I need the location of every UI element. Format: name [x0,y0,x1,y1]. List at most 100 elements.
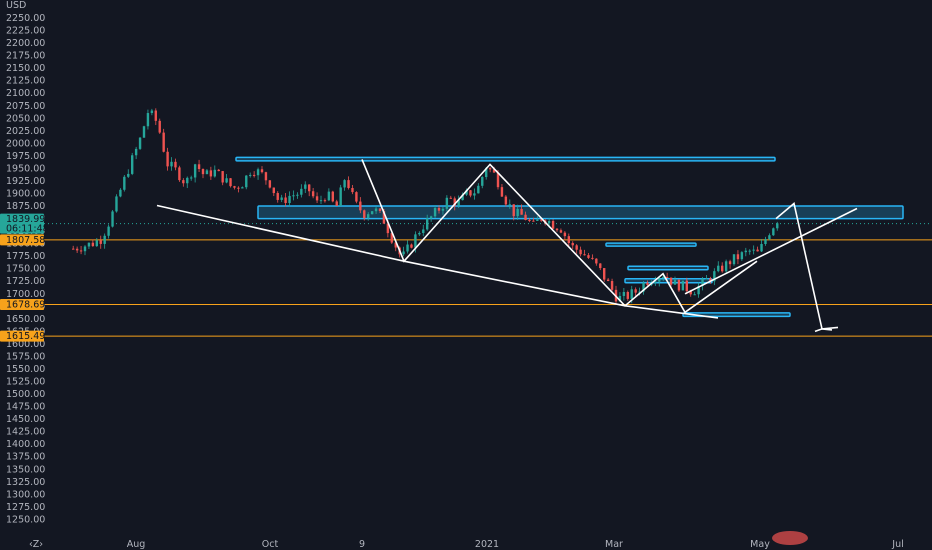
y-tick-label: 1575.00 [6,352,45,363]
candle-body [422,229,425,234]
candle-body [83,246,87,252]
y-tick-label: 1375.00 [6,452,45,463]
candle-body [622,292,626,296]
candle-body [335,201,338,206]
candle-body [516,208,519,217]
candle-body [91,242,95,247]
y-tick-label: 1400.00 [6,439,45,450]
candle-body [363,210,366,219]
candle-body [618,295,622,302]
y-tick-label: 2075.00 [6,101,45,112]
trend-drawing[interactable] [361,159,758,314]
x-tick-label: Jul [891,539,903,550]
candle-body [304,184,307,189]
candle-body [705,278,708,280]
candle-body [378,208,382,211]
candle-body [284,197,287,204]
candle-body [508,204,511,206]
candle-body [610,281,614,290]
candle-body [315,196,319,201]
y-tick-label: 1725.00 [6,276,45,287]
candle-body [709,278,712,282]
candle-body [481,176,484,186]
price-badge [0,234,44,246]
candle-body [390,233,393,243]
candle-body [473,193,476,196]
x-tick-label: May [750,539,770,550]
time-axis[interactable]: Aug Oct 9 2021 Mar May Jul ‹Z› [29,539,904,550]
trend-drawing[interactable] [814,328,833,333]
candle-body [528,220,531,222]
zoom-icon[interactable]: ‹Z› [29,539,43,550]
candle-body [595,258,598,264]
price-badge-text: 1615.49 [6,331,45,342]
y-tick-label: 2100.00 [6,88,45,99]
price-badge-text: 1839.99 [6,214,45,225]
candle-body [583,254,586,256]
candle-body [268,180,272,188]
candle-body [426,218,429,230]
candle-body [394,242,397,248]
candle-body [127,173,130,177]
candle-body [414,234,417,248]
candle-body [292,195,295,197]
candle-body [536,219,539,221]
y-tick-label: 2225.00 [6,26,45,37]
zone-rectangle[interactable] [235,156,776,162]
candle-body [736,254,740,260]
candle-body [193,164,197,178]
candle-body [209,170,213,177]
price-badge-text: 1678.69 [6,300,45,311]
zone-rectangle[interactable] [682,312,791,318]
y-tick-label: 1250.00 [6,514,45,525]
candle-body [252,174,256,176]
candle-body [229,178,232,187]
candle-body [697,285,700,295]
x-tick-label: 2021 [475,539,499,550]
tv-logo-icon [772,531,808,545]
candle-body [437,207,441,211]
y-tick-label: 1325.00 [6,477,45,488]
candle-body [626,292,629,299]
candle-body [492,169,496,173]
candle-body [386,223,390,234]
y-tick-label: 1425.00 [6,427,45,438]
candle-body [87,242,91,247]
y-tick-label: 1550.00 [6,364,45,375]
candle-body [296,194,299,196]
candle-body [654,281,657,283]
candle-body [693,294,696,296]
y-tick-label: 2150.00 [6,63,45,74]
candle-body [339,187,342,206]
candle-body [488,168,492,170]
trend-drawing[interactable] [775,202,839,330]
trend-drawing[interactable] [684,207,858,295]
candle-body [760,244,763,252]
candle-body [205,170,209,175]
candle-body [638,291,641,293]
candle-body [669,277,673,285]
trend-drawing[interactable] [156,204,719,319]
candle-body [756,249,759,252]
y-tick-label: 1500.00 [6,389,45,400]
candle-body [308,184,311,192]
zone-rectangle[interactable] [627,265,709,271]
candle-body [575,245,578,250]
drawings [156,159,858,333]
candle-body [713,271,716,282]
candle-body [673,279,677,285]
candle-body [646,282,649,285]
candle-body [355,192,358,202]
candle-body [504,196,508,205]
candle-body [170,161,173,167]
candle-body [237,187,240,189]
candle-body [642,282,645,292]
rectangle-zones [235,156,904,318]
zone-rectangle[interactable] [257,205,904,220]
y-tick-label: 1775.00 [6,251,45,262]
candle-body [662,276,665,278]
zone-rectangle[interactable] [605,242,697,247]
candle-body [717,265,720,272]
candle-body [579,249,582,255]
